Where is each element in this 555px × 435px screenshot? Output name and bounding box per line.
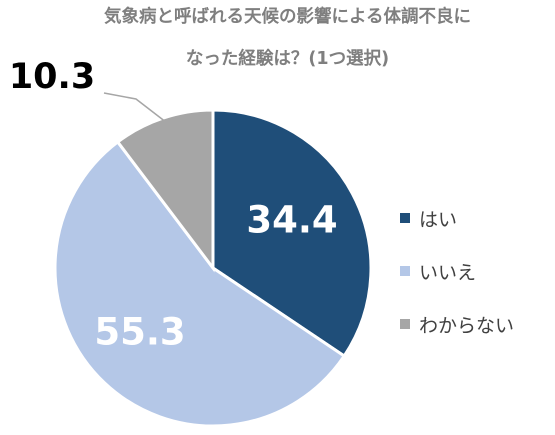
legend-swatch-yes <box>400 213 410 223</box>
data-label-unknown: 10.3 <box>9 57 95 97</box>
chart-title-line-2: なった経験は？(1つ選択) <box>185 49 390 69</box>
legend-swatch-no <box>400 266 410 276</box>
legend-item-unknown: わからない <box>400 313 515 337</box>
data-label-yes: 34.4 <box>246 199 337 242</box>
legend-label-unknown: わからない <box>419 314 515 337</box>
legend-label-yes: はい <box>419 208 458 231</box>
pie-slice-unknown <box>115 108 215 273</box>
legend-item-yes: はい <box>400 207 458 231</box>
legend-label-no: いいえ <box>419 261 477 284</box>
chart-title-line-1: 気象病と呼ばれる天候の影響による体調不良に <box>104 7 471 27</box>
leader-line-unknown <box>103 92 164 121</box>
pie-slice-yes <box>211 108 373 359</box>
legend-swatch-unknown <box>400 319 410 329</box>
pie-slice-no <box>53 139 347 428</box>
data-label-no: 55.3 <box>94 311 185 354</box>
legend-item-no: いいえ <box>400 260 477 284</box>
